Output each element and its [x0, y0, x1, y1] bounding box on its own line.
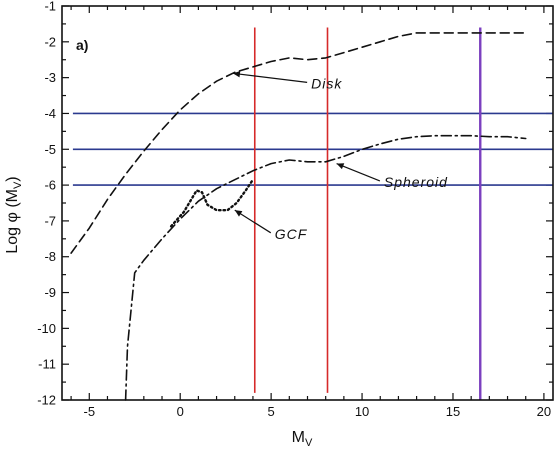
reference-lines-layer — [72, 27, 553, 400]
y-tick-label: -4 — [44, 106, 56, 121]
y-tick-label: -12 — [37, 393, 56, 408]
x-tick-label: 0 — [177, 404, 184, 419]
y-tick-label: -8 — [44, 249, 56, 264]
y-axis-label: Log φ (MV) — [4, 176, 24, 253]
series-gcf-line — [169, 178, 255, 228]
annotations-layer: Disk Spheroid GCF — [232, 71, 448, 242]
annotation-spheroid: Spheroid — [384, 174, 448, 190]
plot-frame — [61, 5, 554, 401]
annotation-disk-arrowhead — [232, 71, 241, 78]
y-axis-label-subscript: V — [12, 181, 24, 189]
ticks-layer: -5 0 5 10 15 20 -1 -2 -3 -4 -5 -6 -7 -8 -9 -10 -11 -12 — [37, 0, 553, 419]
x-tick-label: 5 — [268, 404, 275, 419]
y-tick-label: -7 — [44, 213, 56, 228]
series-layer — [70, 32, 527, 401]
y-tick-label: -2 — [44, 34, 56, 49]
y-tick-label: -10 — [37, 321, 56, 336]
y-tick-label: -5 — [44, 142, 56, 157]
y-tick-label: -6 — [44, 178, 56, 193]
x-tick-label: 10 — [355, 404, 369, 419]
x-tick-label: -5 — [83, 404, 95, 419]
x-axis-label: MV — [292, 429, 313, 449]
annotation-gcf: GCF — [275, 226, 308, 242]
series-spheroid-line — [124, 134, 527, 401]
annotation-spheroid-leader — [336, 163, 381, 182]
y-tick-label: -3 — [44, 70, 56, 85]
annotation-gcf-arrowhead — [234, 210, 243, 217]
y-tick-label: -11 — [38, 357, 56, 372]
x-tick-label: 20 — [537, 404, 551, 419]
annotation-gcf-leader — [234, 209, 272, 234]
annotation-disk-leader — [232, 72, 308, 83]
x-axis-label-subscript: V — [305, 437, 313, 449]
y-tick-label: -1 — [44, 0, 56, 14]
series-disk-line — [70, 32, 527, 254]
annotation-spheroid-arrowhead — [336, 163, 345, 170]
panel-label: a) — [76, 37, 88, 53]
y-tick-label: -9 — [44, 285, 56, 300]
annotation-disk: Disk — [311, 75, 342, 91]
x-tick-label: 15 — [446, 404, 460, 419]
